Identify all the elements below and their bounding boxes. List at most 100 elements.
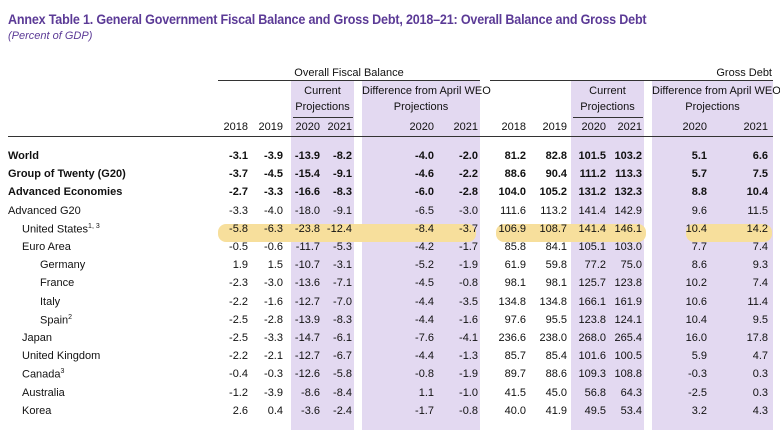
table-cell: 10.6 — [685, 295, 707, 308]
table-cell: -2.1 — [264, 350, 283, 363]
year-header: 2019 — [258, 121, 283, 133]
table-cell: -1.9 — [459, 259, 478, 272]
table-cell: -13.9 — [294, 313, 320, 326]
shade-fiscal-diff — [362, 81, 480, 430]
row-label: Australia — [22, 387, 65, 399]
table-cell: -4.6 — [415, 168, 434, 181]
table-cell: 134.8 — [539, 295, 567, 308]
row-label: Group of Twenty (G20) — [8, 168, 126, 180]
year-header: 2021 — [453, 121, 478, 133]
table-cell: 265.4 — [614, 332, 642, 344]
table-cell: 2.6 — [232, 404, 248, 417]
table-cell: 238.0 — [539, 332, 567, 344]
table-cell: 7.4 — [752, 277, 768, 290]
table-cell: -12.6 — [294, 368, 320, 381]
table-cell: -4.4 — [415, 313, 434, 326]
table-cell: -7.6 — [415, 332, 434, 344]
fiscal-diff-line2: Projections — [393, 101, 449, 113]
table-cell: -8.2 — [333, 150, 352, 162]
row-label: Canada3 — [22, 368, 64, 381]
table-cell: -13.9 — [294, 150, 320, 162]
table-cell: 100.5 — [614, 350, 642, 363]
table-cell: -2.4 — [333, 404, 352, 417]
table-cell: 1.1 — [418, 386, 434, 399]
fiscal-current-rule — [293, 117, 353, 118]
table-cell: 7.5 — [752, 168, 768, 181]
table-cell: 166.1 — [578, 295, 606, 308]
table-cell: 7.4 — [752, 241, 768, 253]
table-cell: -2.8 — [264, 313, 283, 326]
table-cell: -1.6 — [459, 313, 478, 326]
table-cell: 97.6 — [504, 313, 526, 326]
debt-current-line1: Current — [589, 85, 626, 97]
table-cell: -4.5 — [264, 168, 283, 181]
table-cell: -8.3 — [333, 313, 352, 326]
table-cell: 113.2 — [540, 204, 567, 217]
table-cell: 113.3 — [615, 168, 642, 181]
table-cell: -2.8 — [459, 186, 478, 199]
table-cell: 101.5 — [578, 150, 606, 162]
table-cell: 40.0 — [504, 404, 526, 417]
table-cell: 108.8 — [614, 368, 642, 381]
table-cell: -12.7 — [294, 295, 320, 308]
table-cell: 5.1 — [691, 150, 707, 162]
table-cell: 9.6 — [691, 204, 707, 217]
table-cell: -4.1 — [459, 332, 478, 344]
debt-diff-line2: Projections — [685, 101, 740, 113]
table-cell: 0.3 — [752, 386, 768, 399]
row-label-text: Italy — [40, 295, 61, 308]
table-cell: 131.2 — [578, 186, 606, 199]
table-cell: 268.0 — [578, 332, 606, 344]
table-cell: -7.0 — [333, 295, 352, 308]
table-cell: 9.5 — [752, 313, 768, 326]
debt-current-line2: Projections — [580, 101, 635, 113]
table-cell: -5.8 — [333, 368, 352, 381]
year-header: 2021 — [327, 121, 352, 133]
table-cell: -11.7 — [295, 241, 320, 253]
table-cell: 146.1 — [614, 222, 642, 235]
year-header: 2018 — [223, 121, 248, 133]
table-cell: -1.6 — [264, 295, 283, 308]
table-cell: -1.3 — [459, 350, 478, 363]
table-cell: 98.1 — [545, 277, 567, 290]
table-cell: 6.6 — [752, 150, 768, 162]
group-fiscal-rule — [218, 80, 480, 81]
table-cell: 9.3 — [752, 259, 768, 272]
table-cell: -18.0 — [294, 204, 320, 217]
table-cell: 0.4 — [267, 404, 283, 417]
shade-debt-diff — [652, 81, 773, 430]
table-cell: -2.5 — [229, 332, 248, 344]
row-label: Spain2 — [40, 314, 72, 327]
table-cell: 5.7 — [691, 168, 707, 181]
year-header: 2018 — [501, 121, 526, 133]
row-label-text: United Kingdom — [22, 350, 101, 363]
table-cell: 95.5 — [545, 313, 567, 326]
group-debt-header: Gross Debt — [716, 67, 772, 79]
table-cell: -0.4 — [229, 368, 248, 381]
table-cell: 0.3 — [752, 368, 768, 381]
fiscal-current-line1: Current — [304, 85, 341, 97]
table-cell: -0.8 — [459, 277, 478, 290]
table-cell: -16.6 — [294, 186, 320, 199]
table-cell: 236.6 — [498, 332, 526, 344]
table-cell: 61.9 — [504, 259, 526, 272]
table-cell: 75.0 — [620, 259, 642, 272]
table-cell: -9.1 — [333, 168, 352, 181]
table-cell: 77.2 — [584, 259, 606, 272]
table-cell: -3.6 — [301, 404, 320, 417]
table-cell: -6.1 — [333, 332, 352, 344]
highlight-us-debt-diff — [686, 224, 772, 242]
table-cell: 111.6 — [500, 204, 526, 217]
header-bottom-rule — [8, 136, 773, 137]
table-cell: 111.2 — [579, 168, 606, 181]
table-cell: -7.1 — [333, 277, 352, 290]
highlight-us-fiscal — [218, 224, 476, 242]
row-label-text: Korea — [22, 404, 52, 417]
table-cell: -5.2 — [415, 259, 434, 272]
table-cell: -0.8 — [415, 368, 434, 381]
table-cell: 103.2 — [614, 150, 642, 162]
row-label-text: Advanced G20 — [8, 204, 81, 217]
row-label-text: France — [40, 277, 75, 290]
table-cell: 4.7 — [752, 350, 768, 363]
table-cell: 123.8 — [614, 277, 642, 290]
